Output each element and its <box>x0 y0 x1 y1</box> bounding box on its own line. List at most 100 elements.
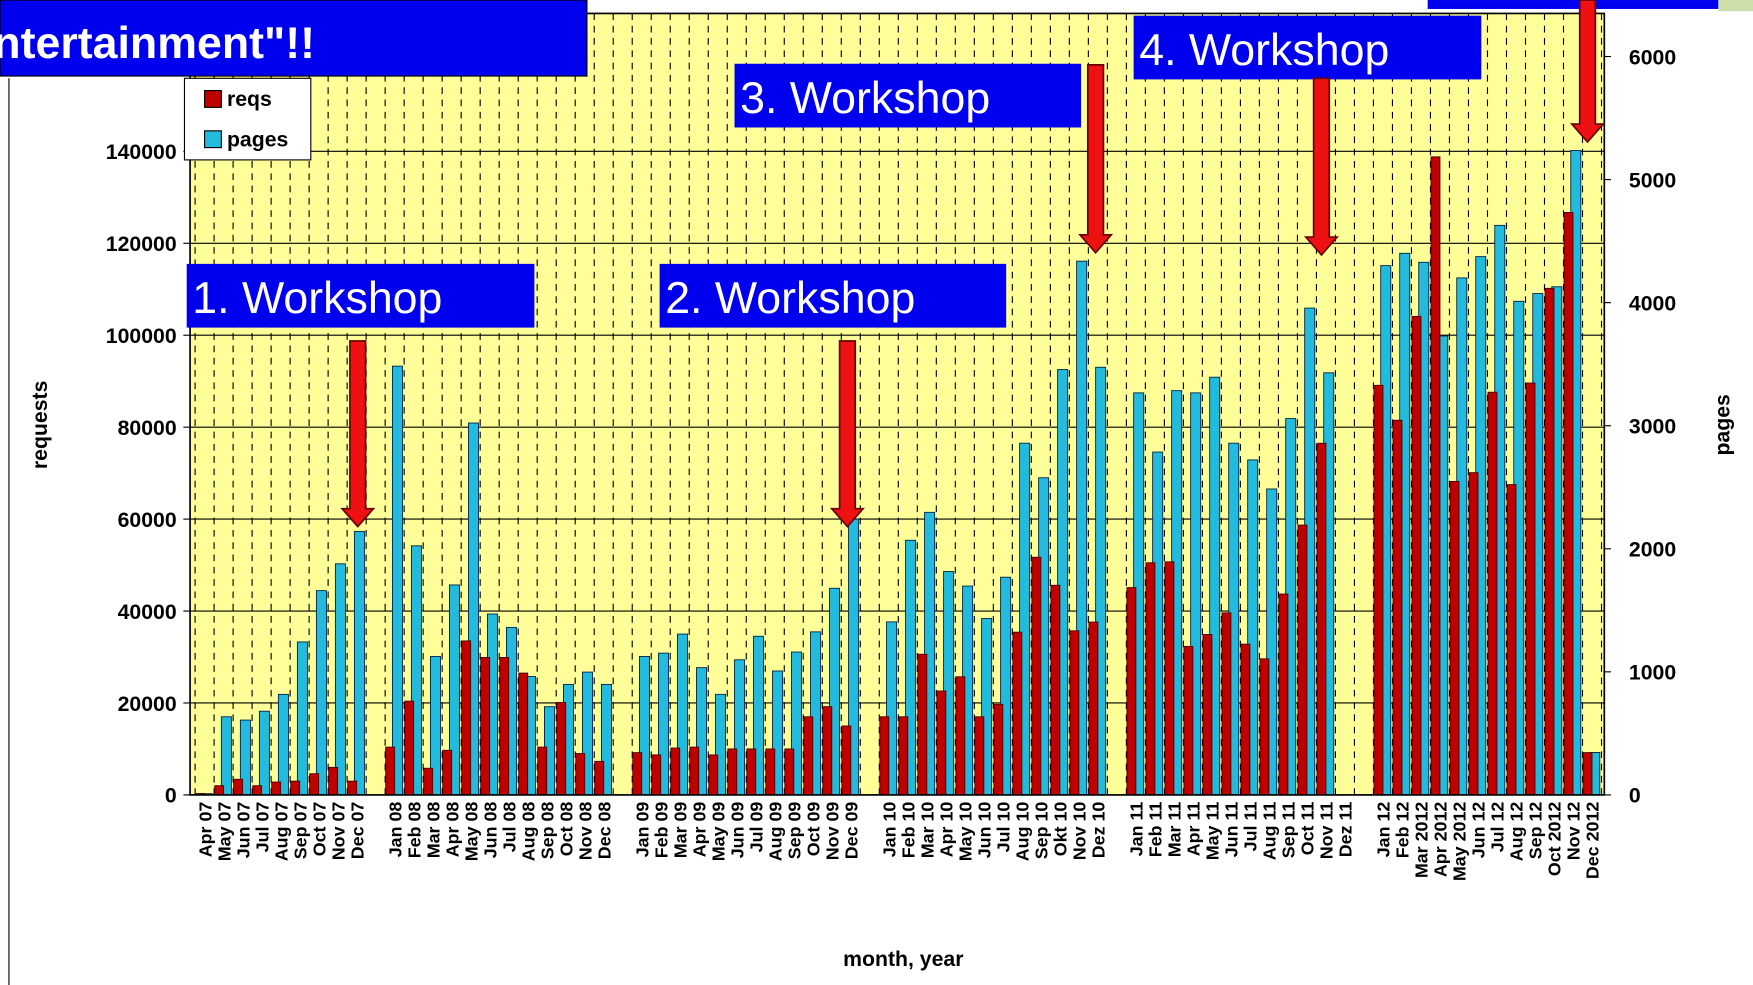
x-tick-label: Sep 09 <box>784 802 804 860</box>
bar <box>1089 622 1098 795</box>
x-tick-label: Jul 08 <box>499 802 519 853</box>
x-tick-label: Dez 10 <box>1089 802 1109 859</box>
x-tick-label: Jun 12 <box>1469 802 1489 859</box>
bar <box>1374 385 1383 795</box>
x-tick-label: Jun 10 <box>975 802 995 859</box>
x-tick-label: Jul 12 <box>1488 802 1508 853</box>
bar <box>557 703 566 795</box>
bar <box>1412 316 1421 795</box>
bar <box>1583 753 1592 795</box>
bar <box>538 747 547 795</box>
banner-text: ntertainment"!! <box>0 19 315 68</box>
x-tick-label: Nov 12 <box>1564 802 1584 861</box>
y-axis-title: requests <box>28 381 52 470</box>
x-tick-label: May 11 <box>1203 802 1223 861</box>
legend-label: pages <box>227 127 288 151</box>
bar <box>1165 562 1174 795</box>
bar <box>823 707 832 795</box>
bar <box>405 701 414 795</box>
x-tick-label: Apr 09 <box>689 802 709 858</box>
bar <box>1051 585 1060 795</box>
x-tick-label: May 10 <box>956 802 976 862</box>
bar <box>1431 157 1440 795</box>
x-tick-label: Dec 09 <box>841 802 861 860</box>
bar <box>1393 420 1402 795</box>
bar <box>500 657 509 794</box>
x-tick-label: Oct 11 <box>1298 802 1318 856</box>
y-tick-label: 100000 <box>106 324 177 348</box>
bar <box>899 717 908 795</box>
bar <box>1450 481 1459 795</box>
x-tick-label: Feb 09 <box>651 802 671 859</box>
bar <box>1127 588 1136 795</box>
x-tick-label: Jun 07 <box>233 802 253 859</box>
bar <box>278 694 288 795</box>
bar <box>1260 659 1269 795</box>
image-fragment <box>1428 0 1719 9</box>
chart: 0200004000060000800001000001200001400000… <box>0 0 1753 985</box>
y2-tick-label: 2000 <box>1629 538 1676 562</box>
x-tick-label: Mar 08 <box>423 802 443 859</box>
x-tick-label: Sep 07 <box>290 802 310 860</box>
x-tick-label: Nov 10 <box>1070 802 1090 861</box>
x-tick-label: Aug 07 <box>271 802 291 862</box>
y-tick-label: 60000 <box>118 508 177 532</box>
y-tick-label: 20000 <box>118 692 177 716</box>
bar <box>1013 632 1022 795</box>
x-tick-label: Sep 08 <box>537 802 557 860</box>
page: 0200004000060000800001000001200001400000… <box>0 0 1753 985</box>
bar <box>316 591 326 795</box>
x-tick-label: Apr 10 <box>937 802 957 858</box>
bar <box>728 749 737 795</box>
y2-tick-label: 5000 <box>1629 168 1676 192</box>
x-tick-label: Jan 09 <box>632 802 652 858</box>
bar <box>1526 383 1535 795</box>
x-tick-label: Oct 08 <box>556 802 576 857</box>
y-tick-label: 40000 <box>118 600 177 624</box>
bar <box>880 717 889 795</box>
bar <box>842 726 851 795</box>
x-tick-label: Feb 12 <box>1393 802 1413 859</box>
bar <box>259 711 269 795</box>
x-tick-label: Okt 10 <box>1051 802 1071 857</box>
bar <box>690 747 699 795</box>
x-tick-label: Dec 2012 <box>1583 802 1603 880</box>
bar <box>392 366 402 795</box>
bar <box>272 782 281 795</box>
bar <box>234 779 243 795</box>
legend-swatch <box>205 131 222 148</box>
x-tick-label: May 09 <box>708 802 728 862</box>
x-tick-label: Apr 11 <box>1184 802 1204 857</box>
bar <box>386 747 395 795</box>
bar <box>335 564 345 795</box>
bar <box>918 654 927 795</box>
y2-axis-title: pages <box>1711 394 1735 455</box>
x-tick-label: Jan 12 <box>1374 802 1394 858</box>
x-tick-label: Aug 11 <box>1260 802 1280 861</box>
bar <box>785 749 794 795</box>
bar <box>1545 288 1554 795</box>
bar <box>443 750 452 795</box>
x-tick-label: Apr 07 <box>195 802 215 858</box>
y-tick-label: 80000 <box>118 416 177 440</box>
x-tick-label: Dec 08 <box>594 802 614 860</box>
bar <box>671 748 680 795</box>
legend-label: reqs <box>227 87 272 111</box>
x-tick-label: Sep 10 <box>1032 802 1052 860</box>
legend-swatch <box>205 91 222 108</box>
x-tick-label: Nov 09 <box>822 802 842 861</box>
bar <box>1184 646 1193 794</box>
annotation: 1. Workshop <box>192 274 442 323</box>
x-tick-label: Oct 07 <box>309 802 329 857</box>
y2-tick-label: 6000 <box>1629 45 1676 69</box>
x-tick-label: Jul 11 <box>1241 802 1261 852</box>
x-tick-label: Mar 2012 <box>1412 802 1432 879</box>
x-tick-label: Feb 11 <box>1146 802 1166 858</box>
bar <box>1469 473 1478 795</box>
bar <box>975 717 984 795</box>
x-tick-label: Apr 08 <box>442 802 462 858</box>
bar <box>1317 443 1326 795</box>
bar <box>253 786 262 795</box>
bar <box>1203 634 1212 794</box>
bar <box>297 642 307 795</box>
